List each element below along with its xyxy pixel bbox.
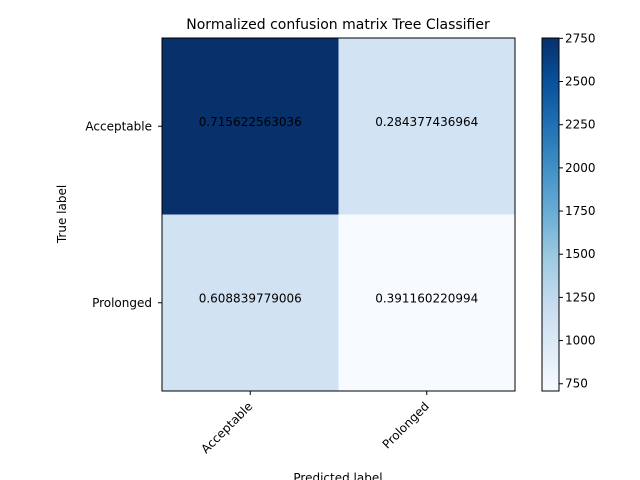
matrix-cell	[338, 214, 515, 391]
colorbar-tick-label: 750	[565, 377, 588, 391]
matrix-cell	[338, 38, 515, 215]
matrix-cell	[162, 214, 339, 391]
plot-frame	[161, 37, 516, 392]
colorbar-tick-label: 1250	[565, 290, 596, 304]
y-axis-label: True label	[55, 185, 69, 244]
matrix-cell	[162, 38, 339, 215]
colorbar-ticks: 750 1000 1250 1500 1750 2000 2250 2500 2750	[559, 31, 596, 391]
colorbar-tick-label: 1750	[565, 204, 596, 218]
x-tick-label: Prolonged	[380, 399, 432, 451]
y-tick-label: Acceptable	[85, 119, 152, 133]
colorbar-tick-label: 2000	[565, 161, 596, 175]
cell-value-label: 0.284377436964	[375, 115, 478, 129]
colorbar	[541, 37, 560, 392]
x-tick-label: Acceptable	[198, 399, 255, 456]
cell-value-label: 0.715622563036	[199, 115, 302, 129]
colorbar-tick-label: 1500	[565, 247, 596, 261]
colorbar-tick-label: 2750	[565, 31, 596, 45]
x-axis-ticks: Acceptable Prolonged	[198, 391, 432, 456]
cell-value-label: 0.391160220994	[375, 292, 478, 306]
cell-value-label: 0.608839779006	[199, 292, 302, 306]
y-axis-ticks: Acceptable Prolonged	[85, 119, 162, 310]
colorbar-tick-label: 1000	[565, 334, 596, 348]
colorbar-tick-label: 2500	[565, 75, 596, 89]
x-axis-label: Predicted label	[293, 471, 382, 480]
colorbar-tick-label: 2250	[565, 118, 596, 132]
y-tick-label: Prolonged	[92, 296, 152, 310]
chart-title: Normalized confusion matrix Tree Classif…	[186, 17, 490, 33]
matrix-cell-labels: 0.715622563036 0.284377436964 0.6088397790…	[199, 115, 479, 306]
matrix-cells	[162, 38, 515, 391]
